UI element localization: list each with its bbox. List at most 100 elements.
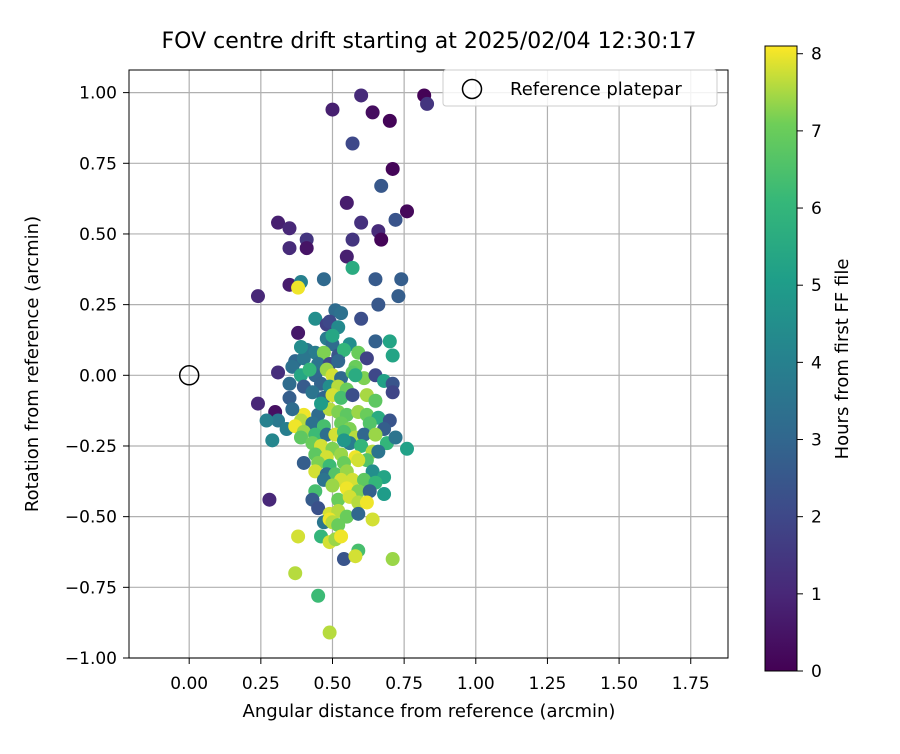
y-tick-label: −0.25 (65, 437, 117, 457)
data-point (334, 306, 349, 321)
data-point (296, 351, 311, 366)
reference-point-marker (178, 365, 200, 386)
y-tick-label: 0.00 (79, 366, 117, 386)
data-point (282, 221, 297, 236)
x-tick-label: 1.75 (672, 674, 710, 694)
data-point (314, 396, 329, 411)
y-axis-label: Rotation from reference (arcmin) (22, 216, 43, 512)
colorbar-tick-label: 8 (811, 45, 822, 65)
data-point (382, 113, 397, 128)
data-point (354, 438, 369, 453)
y-tick-label: 0.25 (79, 296, 117, 316)
data-point (400, 441, 415, 456)
data-point (382, 334, 397, 349)
data-point (331, 492, 346, 507)
data-point (250, 396, 265, 411)
data-point (345, 136, 360, 151)
data-point (288, 566, 303, 581)
data-point (385, 348, 400, 363)
colorbar-gradient (764, 45, 798, 672)
data-point (271, 413, 286, 428)
data-point (311, 501, 326, 516)
data-point (365, 105, 380, 120)
data-point (345, 388, 360, 403)
x-tick-label: 0.25 (242, 674, 280, 694)
colorbar-ticks: 0 1 2 3 4 5 6 7 8 (797, 45, 822, 682)
data-point (285, 359, 300, 374)
data-point (250, 289, 265, 304)
data-point (305, 385, 320, 400)
data-point (359, 351, 374, 366)
data-point (331, 518, 346, 533)
data-point (368, 334, 383, 349)
x-tick-label: 0.75 (385, 674, 423, 694)
data-point (285, 402, 300, 417)
data-point (362, 416, 377, 431)
data-point (322, 625, 337, 640)
data-point (348, 368, 363, 383)
y-tick-label: −0.75 (65, 578, 117, 598)
plot-frame (128, 69, 729, 659)
data-point (339, 509, 354, 524)
colorbar-tick-label: 0 (811, 662, 822, 682)
x-axis-ticks: 0.00 0.25 0.50 0.75 1.00 1.25 1.50 1.75 (170, 658, 710, 694)
data-point (388, 430, 403, 445)
data-point (339, 195, 354, 210)
data-point (265, 433, 280, 448)
x-tick-label: 0.00 (170, 674, 208, 694)
data-point (354, 311, 369, 326)
data-point (308, 464, 323, 479)
data-point (374, 232, 389, 247)
y-axis-ticks: −1.00 −0.75 −0.50 −0.25 0.00 0.25 0.50 0.75 1.00 (65, 84, 129, 669)
y-tick-label: 0.75 (79, 154, 117, 174)
data-point (282, 241, 297, 256)
data-point (368, 272, 383, 287)
colorbar-tick-label: 4 (811, 353, 822, 373)
data-point (371, 297, 386, 312)
data-point (368, 427, 383, 442)
legend-label: Reference platepar (510, 79, 682, 100)
data-point (385, 161, 400, 176)
x-tick-label: 1.25 (529, 674, 567, 694)
data-point (325, 102, 340, 117)
y-tick-label: −0.50 (65, 508, 117, 528)
y-tick-label: −1.00 (65, 649, 117, 669)
data-points (178, 88, 435, 640)
data-point (336, 552, 351, 567)
data-point (385, 385, 400, 400)
data-point (388, 212, 403, 227)
chart-title: FOV centre drift starting at 2025/02/04 … (162, 29, 697, 54)
data-point (325, 478, 340, 493)
data-point (351, 506, 366, 521)
data-point (354, 215, 369, 230)
data-point (316, 272, 331, 287)
data-point (365, 464, 380, 479)
data-point (348, 549, 363, 564)
data-point (271, 215, 286, 230)
data-point (271, 365, 286, 380)
colorbar-tick-label: 6 (811, 199, 822, 219)
data-point (377, 487, 392, 502)
data-point (336, 433, 351, 448)
data-point (262, 492, 277, 507)
data-point (331, 354, 346, 369)
data-point (357, 472, 372, 487)
data-point (365, 512, 380, 527)
x-tick-label: 0.50 (314, 674, 352, 694)
data-point (334, 529, 349, 544)
colorbar-tick-label: 5 (811, 276, 822, 296)
data-point (394, 272, 409, 287)
data-point (354, 88, 369, 103)
y-tick-label: 0.50 (79, 225, 117, 245)
data-point (293, 340, 308, 355)
data-point (336, 342, 351, 357)
data-point (345, 232, 360, 247)
data-point (362, 484, 377, 499)
data-point (282, 390, 297, 405)
data-point (299, 241, 314, 256)
grid (129, 70, 728, 659)
data-point (371, 444, 386, 459)
data-point (368, 393, 383, 408)
